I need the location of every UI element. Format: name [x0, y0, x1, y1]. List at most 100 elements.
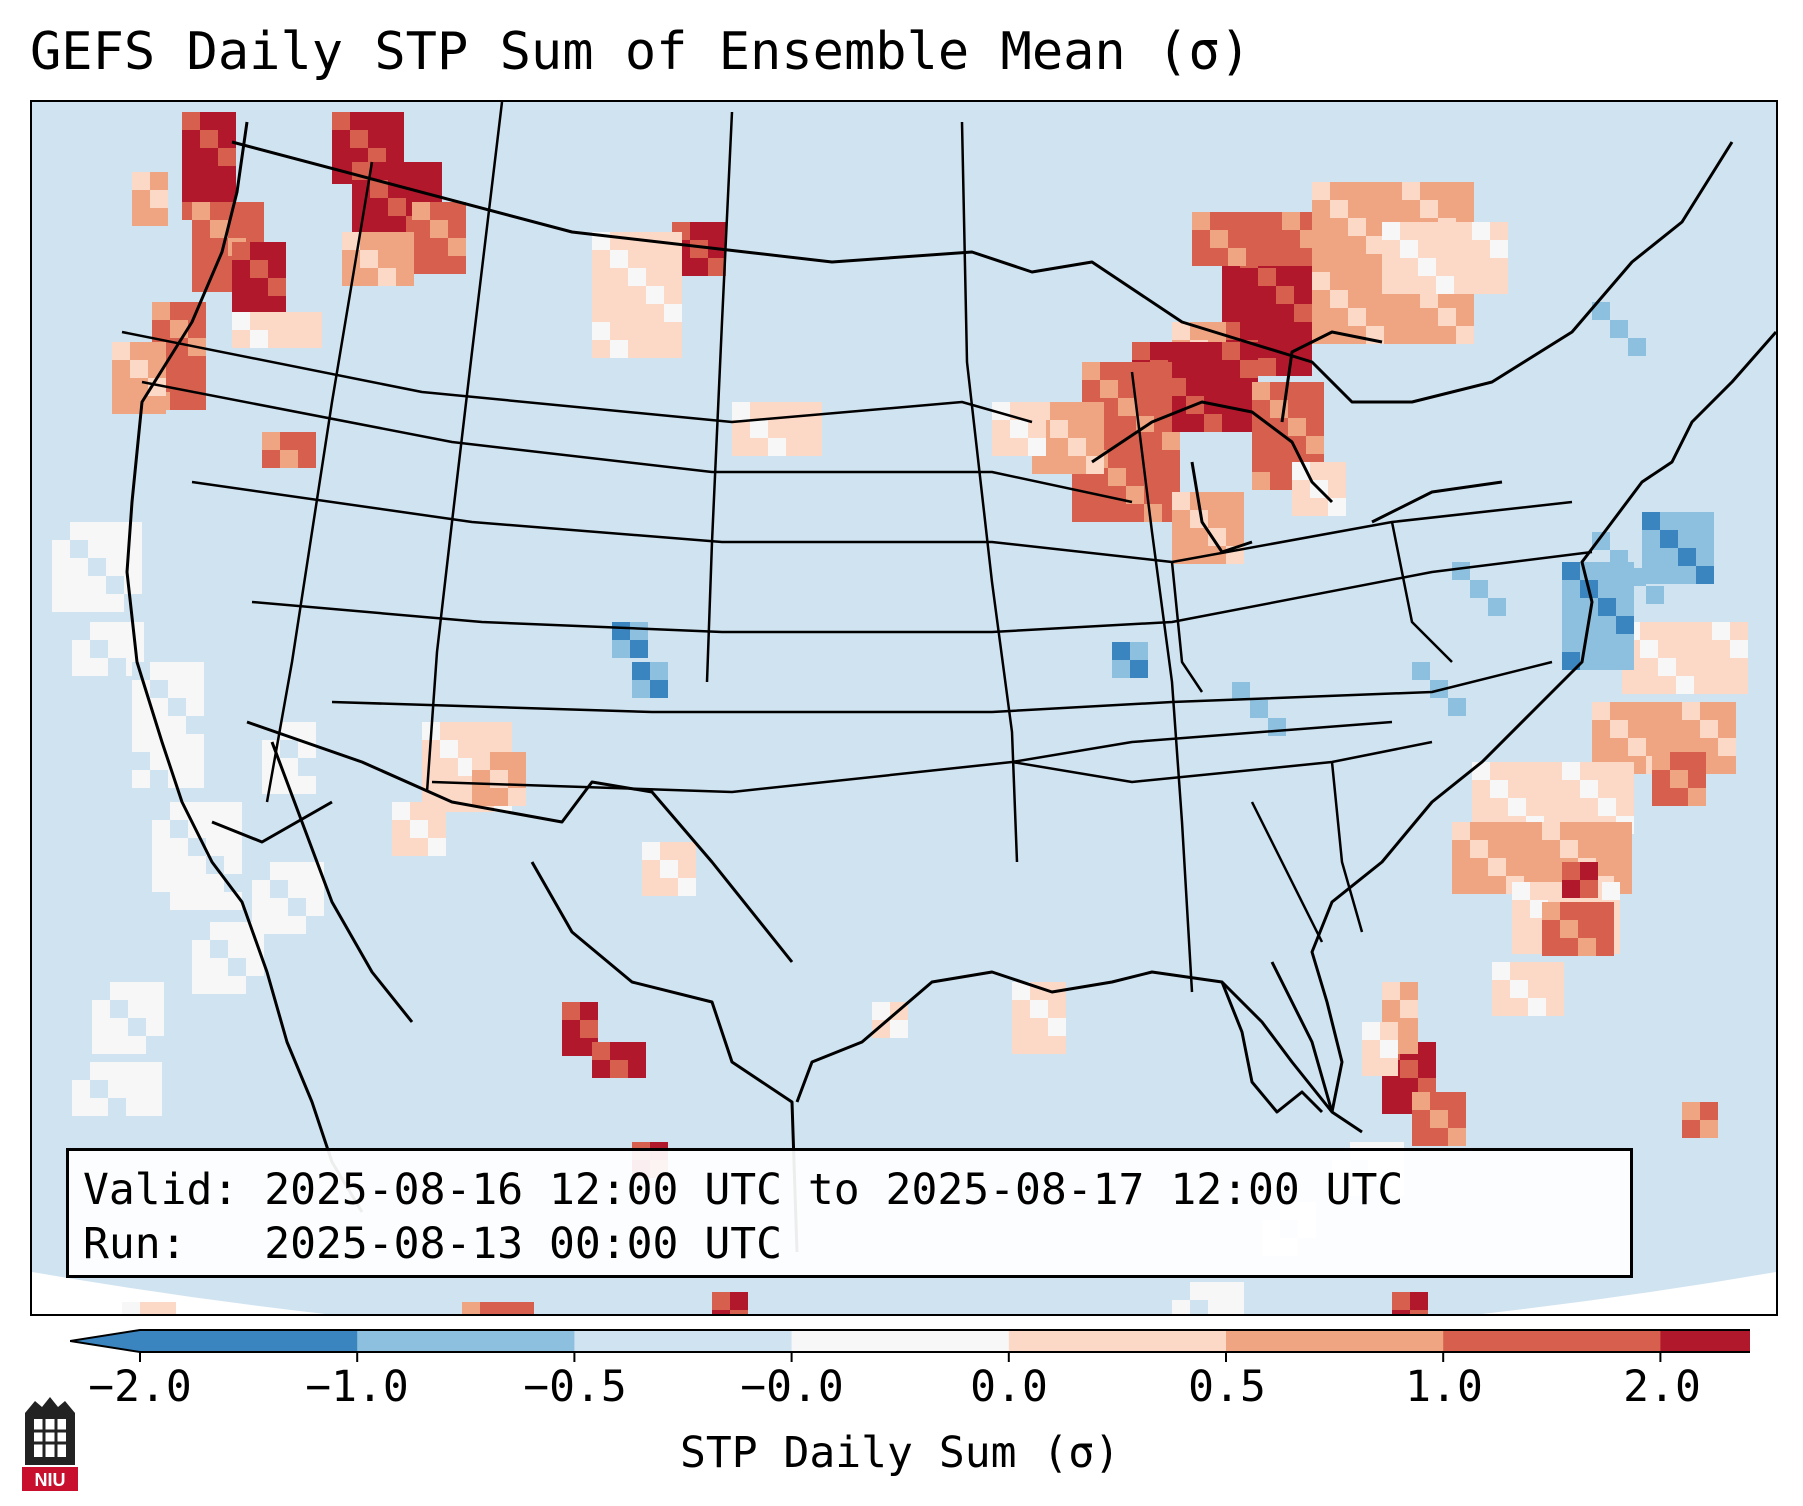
anomaly-cell: [1010, 438, 1028, 456]
anomaly-cell: [1312, 200, 1330, 218]
anomaly-cell: [1696, 530, 1714, 548]
anomaly-cell: [1430, 716, 1448, 734]
anomaly-cell: [396, 232, 414, 250]
anomaly-cell: [750, 402, 768, 420]
anomaly-cell: [1192, 248, 1210, 266]
anomaly-cell: [280, 432, 298, 450]
anomaly-cell: [1048, 1036, 1066, 1054]
anomaly-cell: [1712, 658, 1730, 676]
anomaly-cell: [188, 856, 206, 874]
anomaly-cell: [804, 402, 822, 420]
anomaly-cell: [664, 340, 682, 358]
anomaly-cell: [646, 304, 664, 322]
anomaly-cell: [1048, 1018, 1066, 1036]
anomaly-cell: [628, 268, 646, 286]
anomaly-cell: [206, 874, 224, 892]
anomaly-cell: [332, 130, 350, 148]
anomaly-cell: [428, 802, 446, 820]
anomaly-cell: [128, 1018, 146, 1036]
anomaly-cell: [1268, 682, 1286, 700]
anomaly-cell: [252, 880, 270, 898]
anomaly-cell: [428, 820, 446, 838]
anomaly-cell: [1628, 738, 1646, 756]
anomaly-cell: [1012, 1036, 1030, 1054]
anomaly-cell: [1402, 200, 1420, 218]
anomaly-cell: [1472, 780, 1490, 798]
anomaly-cell: [1506, 858, 1524, 876]
anomaly-cell: [1628, 356, 1646, 374]
anomaly-cell: [92, 1036, 110, 1054]
anomaly-cell: [1448, 1092, 1466, 1110]
anomaly-cell: [1252, 472, 1270, 490]
anomaly-cell: [1384, 200, 1402, 218]
anomaly-cell: [1562, 780, 1580, 798]
anomaly-cell: [1402, 308, 1420, 326]
anomaly-cell: [1246, 230, 1264, 248]
anomaly-cell: [1546, 962, 1564, 980]
anomaly-cell: [1118, 380, 1136, 398]
anomaly-cell: [1312, 236, 1330, 254]
anomaly-cell: [1682, 586, 1700, 604]
anomaly-cell: [1700, 720, 1718, 738]
anomaly-cell: [1222, 342, 1240, 360]
anomaly-cell: [128, 1000, 146, 1018]
anomaly-cell: [1676, 676, 1694, 694]
anomaly-cell: [1492, 962, 1510, 980]
anomaly-cell: [168, 680, 186, 698]
anomaly-cell: [1512, 918, 1530, 936]
anomaly-cell: [192, 238, 210, 256]
anomaly-cell: [1438, 308, 1456, 326]
anomaly-cell: [1712, 676, 1730, 694]
anomaly-cell: [1168, 360, 1186, 378]
anomaly-cell: [1596, 858, 1614, 876]
anomaly-cell: [192, 202, 210, 220]
anomaly-cell: [592, 304, 610, 322]
anomaly-cell: [1222, 286, 1240, 304]
anomaly-cell: [1438, 200, 1456, 218]
anomaly-cell: [1382, 1096, 1400, 1114]
anomaly-cell: [1542, 822, 1560, 840]
anomaly-cell: [1562, 880, 1580, 898]
anomaly-cell: [1012, 1018, 1030, 1036]
anomaly-cell: [1232, 682, 1250, 700]
anomaly-cell: [1688, 788, 1706, 806]
colorbar-segment: [1660, 1330, 1750, 1352]
anomaly-cell: [1348, 236, 1366, 254]
map-panel[interactable]: [30, 100, 1778, 1316]
anomaly-cell: [1204, 360, 1222, 378]
anomaly-cell: [458, 740, 476, 758]
anomaly-cell: [1438, 182, 1456, 200]
anomaly-cell: [690, 222, 708, 240]
anomaly-cell: [232, 278, 250, 296]
anomaly-cell: [126, 1080, 144, 1098]
anomaly-cell: [152, 802, 170, 820]
anomaly-cell: [1400, 222, 1418, 240]
anomaly-cell: [188, 874, 206, 892]
anomaly-cell: [1400, 240, 1418, 258]
anomaly-cell: [1452, 822, 1470, 840]
anomaly-cell: [1490, 798, 1508, 816]
anomaly-cell: [508, 788, 526, 806]
anomaly-cell: [106, 522, 124, 540]
anomaly-cell: [430, 238, 448, 256]
anomaly-cell: [132, 752, 150, 770]
anomaly-cell: [1208, 528, 1226, 546]
anomaly-cell: [108, 1080, 126, 1098]
anomaly-cell: [1616, 780, 1634, 798]
anomaly-cell: [1028, 420, 1046, 438]
anomaly-cell: [170, 302, 188, 320]
anomaly-cell: [448, 202, 466, 220]
anomaly-cell: [1400, 276, 1418, 294]
anomaly-cell: [1082, 362, 1100, 380]
validity-info-box: Valid: 2025-08-16 12:00 UTC to 2025-08-1…: [66, 1148, 1633, 1278]
anomaly-cell: [1640, 658, 1658, 676]
anomaly-cell: [1270, 382, 1288, 400]
anomaly-cell: [1086, 456, 1104, 474]
anomaly-cell: [1580, 780, 1598, 798]
anomaly-cell: [1696, 548, 1714, 566]
anomaly-cell: [664, 286, 682, 304]
anomaly-cell: [108, 1098, 126, 1116]
anomaly-cell: [288, 862, 306, 880]
anomaly-cell: [1592, 720, 1610, 738]
anomaly-cell: [1562, 616, 1580, 634]
